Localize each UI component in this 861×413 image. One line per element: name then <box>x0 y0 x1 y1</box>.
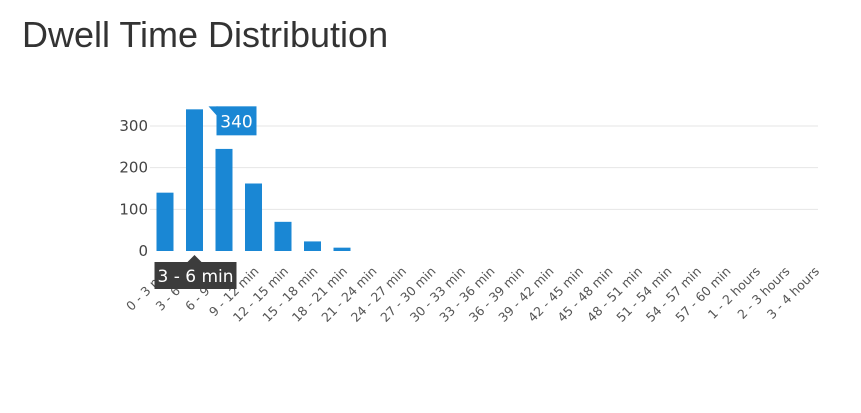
bar[interactable] <box>245 183 262 252</box>
y-tick-label: 0 <box>138 242 148 260</box>
value-tooltip-pointer <box>208 106 218 117</box>
axis-tooltip-box <box>154 262 237 289</box>
tooltips: 340 3 - 6 min <box>154 106 257 289</box>
bar[interactable] <box>304 241 321 251</box>
bar[interactable] <box>274 221 292 251</box>
bar[interactable] <box>156 192 174 251</box>
value-tooltip-text: 340 <box>220 112 252 132</box>
y-tick-label: 300 <box>119 117 148 135</box>
bar[interactable] <box>215 148 233 251</box>
y-axis-ticks: 0 100 200 300 <box>119 117 148 260</box>
bars <box>156 109 351 252</box>
value-tooltip: 340 <box>208 106 257 136</box>
y-tick-label: 100 <box>119 200 148 218</box>
y-tick-label: 200 <box>119 159 148 177</box>
axis-tooltip-pointer <box>187 255 202 262</box>
axis-tooltip: 3 - 6 min <box>154 255 237 289</box>
bar[interactable] <box>186 109 203 251</box>
bar[interactable] <box>333 247 351 251</box>
page-title: Dwell Time Distribution <box>22 14 389 55</box>
axis-tooltip-text: 3 - 6 min <box>157 267 233 287</box>
value-tooltip-box <box>216 106 257 136</box>
